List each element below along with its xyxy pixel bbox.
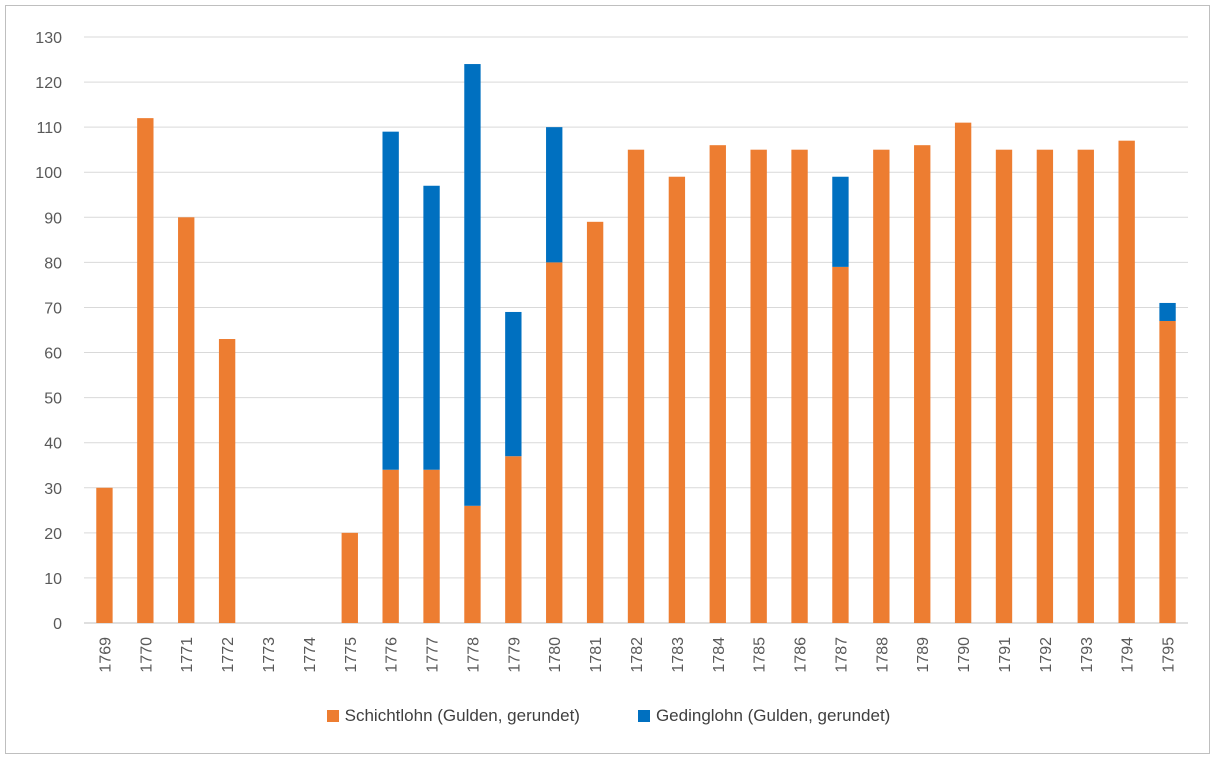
x-tick-label: 1787 bbox=[833, 637, 850, 673]
legend-swatch-series-1 bbox=[326, 710, 339, 722]
bar-schichtlohn-1784 bbox=[709, 145, 726, 623]
x-tick-label: 1795 bbox=[1161, 637, 1178, 673]
bar-gedinglohn-1795 bbox=[1159, 302, 1176, 321]
y-tick-label: 120 bbox=[35, 75, 62, 92]
legend-label-series-2: Gedinglohn (Gulden, gerundet) bbox=[655, 706, 891, 725]
bar-schichtlohn-1794 bbox=[1118, 140, 1135, 623]
x-tick-label: 1769 bbox=[97, 637, 114, 673]
bar-schichtlohn-1790 bbox=[954, 122, 972, 624]
x-tick-label: 1792 bbox=[1038, 637, 1055, 673]
x-tick-label: 1774 bbox=[302, 637, 319, 673]
x-tick-label: 1782 bbox=[629, 637, 646, 673]
bar-gedinglohn-1776 bbox=[382, 131, 399, 470]
x-tick-label: 1781 bbox=[588, 637, 605, 673]
y-tick-label: 50 bbox=[44, 391, 62, 408]
bar-schichtlohn-1770 bbox=[137, 118, 154, 623]
x-tick-label: 1783 bbox=[670, 637, 687, 673]
bar-schichtlohn-1791 bbox=[995, 149, 1013, 623]
bar-schichtlohn-1775 bbox=[341, 532, 358, 623]
legend-item-series-2: Gedinglohn (Gulden, gerundet) bbox=[637, 706, 891, 726]
x-tick-label: 1771 bbox=[179, 637, 196, 673]
bar-schichtlohn-1783 bbox=[668, 176, 686, 623]
x-tick-label: 1794 bbox=[1120, 637, 1137, 673]
x-tick-label: 1791 bbox=[997, 637, 1014, 673]
x-tick-label: 1780 bbox=[547, 637, 564, 673]
bar-schichtlohn-1780 bbox=[546, 262, 563, 623]
bar-schichtlohn-1782 bbox=[627, 149, 645, 623]
bar-schichtlohn-1772 bbox=[218, 339, 236, 623]
x-tick-label: 1785 bbox=[752, 637, 769, 673]
bar-schichtlohn-1771 bbox=[178, 217, 195, 624]
y-tick-label: 130 bbox=[35, 30, 62, 47]
bar-schichtlohn-1776 bbox=[382, 469, 399, 623]
bar-schichtlohn-1793 bbox=[1077, 149, 1094, 623]
bar-schichtlohn-1789 bbox=[914, 145, 931, 623]
y-tick-label: 100 bbox=[35, 165, 62, 182]
x-tick-label: 1789 bbox=[915, 637, 932, 673]
bar-schichtlohn-1788 bbox=[873, 149, 890, 623]
legend: Schichtlohn (Gulden, gerundet) Gedingloh… bbox=[0, 706, 1217, 726]
y-tick-label: 90 bbox=[44, 210, 62, 227]
x-tick-label: 1776 bbox=[384, 637, 401, 673]
y-tick-label: 60 bbox=[44, 346, 62, 363]
x-tick-label: 1775 bbox=[343, 637, 360, 673]
bar-schichtlohn-1792 bbox=[1036, 149, 1054, 623]
y-tick-label: 40 bbox=[44, 436, 62, 453]
bar-gedinglohn-1779 bbox=[505, 311, 522, 457]
x-tick-label: 1772 bbox=[220, 637, 237, 673]
x-tick-label: 1790 bbox=[956, 637, 973, 673]
y-axis-ticks: 0 10 20 30 40 50 60 70 80 90 100 110 120 130 bbox=[35, 30, 62, 633]
bar-schichtlohn-1778 bbox=[464, 505, 481, 623]
x-tick-label: 1777 bbox=[425, 637, 442, 673]
bar-schichtlohn-1787 bbox=[832, 266, 849, 623]
y-tick-label: 110 bbox=[36, 120, 62, 137]
bar-gedinglohn-1780 bbox=[546, 127, 563, 263]
bar-schichtlohn-1786 bbox=[791, 149, 808, 623]
y-tick-label: 70 bbox=[44, 300, 62, 317]
bar-schichtlohn-1769 bbox=[96, 487, 113, 623]
bar-schichtlohn-1777 bbox=[423, 469, 440, 623]
bar-gedinglohn-1787 bbox=[832, 176, 849, 267]
y-tick-label: 30 bbox=[44, 481, 62, 498]
x-tick-label: 1770 bbox=[138, 637, 155, 673]
y-tick-label: 0 bbox=[53, 616, 62, 633]
bar-schichtlohn-1785 bbox=[750, 149, 767, 623]
legend-label-series-1: Schichtlohn (Gulden, gerundet) bbox=[344, 706, 580, 725]
bars bbox=[96, 64, 1176, 624]
bar-gedinglohn-1777 bbox=[423, 185, 440, 470]
x-tick-label: 1778 bbox=[465, 637, 482, 673]
x-tick-label: 1773 bbox=[261, 637, 278, 673]
bar-schichtlohn-1795 bbox=[1159, 320, 1176, 623]
y-tick-label: 20 bbox=[44, 526, 62, 543]
x-tick-label: 1788 bbox=[874, 637, 891, 673]
y-tick-label: 10 bbox=[44, 571, 62, 588]
y-tick-label: 80 bbox=[44, 255, 62, 272]
x-axis-ticks: 1769 1770 1771 1772 1773 1774 1775 1776 1777 1778… bbox=[97, 637, 1177, 673]
bar-gedinglohn-1778 bbox=[464, 64, 481, 506]
legend-item-series-1: Schichtlohn (Gulden, gerundet) bbox=[326, 706, 580, 726]
x-tick-label: 1786 bbox=[793, 637, 810, 673]
x-tick-label: 1779 bbox=[506, 637, 523, 673]
x-tick-label: 1784 bbox=[711, 637, 728, 673]
x-tick-label: 1793 bbox=[1079, 637, 1096, 673]
bar-schichtlohn-1781 bbox=[586, 221, 604, 624]
legend-swatch-series-2 bbox=[637, 710, 650, 722]
bar-schichtlohn-1779 bbox=[505, 456, 522, 623]
